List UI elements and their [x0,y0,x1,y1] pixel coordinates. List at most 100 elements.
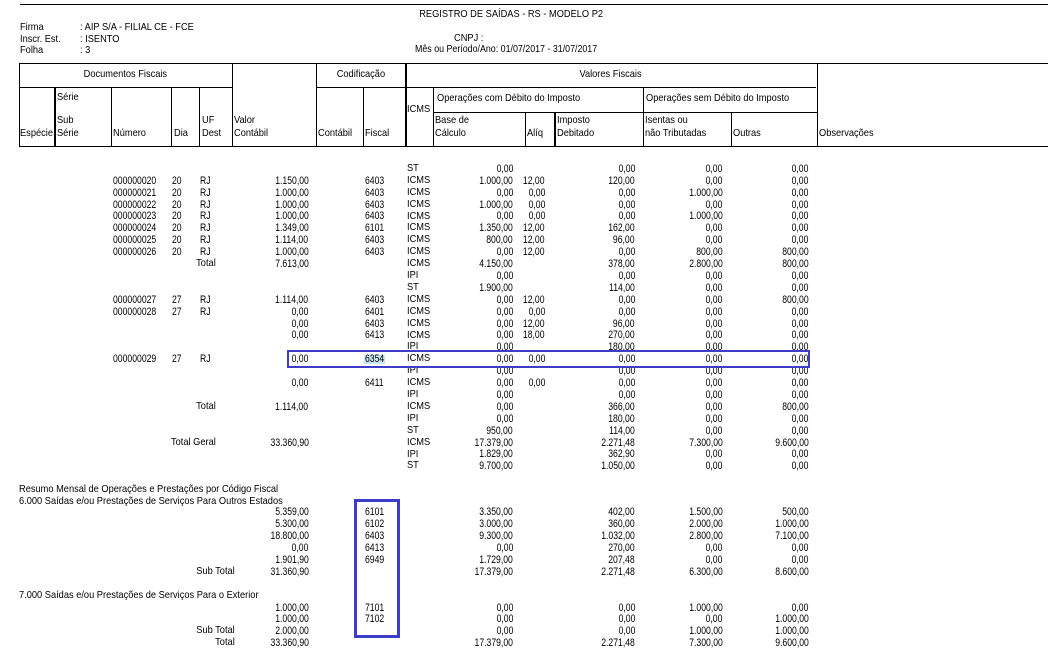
cell-valor_contabil-text: 1.000,00 [274,246,309,259]
cell-cod_fiscal: 6403 [365,175,389,187]
cell-outras: 800,00 [659,247,808,258]
cell-base_calculo-text: 1.729,00 [479,553,513,566]
cell-aliq: 12,00 [395,294,545,306]
grid-hline [19,3,1048,5]
summary-row-6000-1: 5.300,00 6102 3.000,00 360,00 2.000,00 1.000,… [0,519,1054,533]
cell-valor_contabil: 18.800,00 [159,531,308,542]
group-header-codificacao: Codificação [111,69,611,80]
column-header-serie-text: Série [57,91,79,103]
cell-dia-text: 27 [172,353,182,366]
cell-base_calculo: 0,00 [363,163,513,175]
table-row-18: 0,00 6411 ICMS 0,00 0,00 0,00 0,00 0,00 [0,377,1054,392]
cell-imposto_debitado: 0,00 [485,305,635,318]
cell-base_calculo-text: 3.350,00 [479,506,513,519]
cell-dia: 27 [172,354,184,365]
cell-isentas-text: 1.000,00 [688,601,723,614]
selected-code-highlight[interactable] [363,354,386,365]
cell-base_calculo: 0,00 [363,389,513,401]
cell-valor_contabil: 1.000,00 [159,199,309,211]
column-header-numero: Número [112,127,150,139]
grid-vline [363,87,365,147]
cell-row_label: Sub Total [85,566,234,577]
cell-isentas: 0,00 [573,330,723,341]
cell-imposto_debitado-text: 0,00 [618,305,635,318]
cell-valor_contabil: 2.000,00 [159,626,309,637]
cell-cod_fiscal[interactable]: 6354 [365,354,389,365]
table-row-6: 000000025 20 RJ 1.114,00 6403 ICMS 800,00 12,00… [0,234,1054,249]
column-header-contabil-text: Contábil [318,127,353,139]
cell-isentas: 1.500,00 [573,507,723,518]
summary-row-7000-1: 1.000,00 7102 0,00 0,00 0,00 1.000,00 [0,614,1054,628]
column-header-numero-text: Número [112,127,146,139]
cell-outras: 0,00 [659,413,809,425]
table-row-19: IPI 0,00 0,00 0,00 0,00 [0,388,1054,404]
cell-outras-text: 0,00 [791,269,809,282]
column-header-outras-text: Outras [733,127,761,139]
cell-outras: 0,00 [659,187,809,199]
cell-isentas-text: 7.300,00 [688,436,723,449]
table-row-8: Total 7.613,00 ICMS 4.150,00 378,00 2.800,00 8… [0,258,1054,273]
cell-valor_contabil: 1.114,00 [159,294,309,306]
cell-base_calculo-text: 1.829,00 [479,448,513,461]
cell-imposto_debitado-text: 0,00 [618,353,635,366]
cell-imposto_debitado: 0,00 [485,389,635,401]
cell-base_calculo: 17.379,00 [363,437,513,449]
grid-vline [554,112,556,147]
cell-base_calculo: 0,00 [363,330,513,341]
fiscal-code-column-outline-box[interactable] [354,498,401,639]
cell-outras: 0,00 [659,366,809,377]
column-header-icms: ICMS [407,104,433,115]
cell-isentas: 1.000,00 [573,626,723,637]
cell-cod_fiscal-text: 6102 [365,518,385,531]
cell-outras: 0,00 [659,342,809,353]
cell-base_calculo-text: 0,00 [496,305,513,318]
cell-isentas-text: 0,00 [705,198,723,211]
cell-icms: ICMS [407,294,433,305]
cell-cod_fiscal-text: 6403 [365,186,385,199]
cell-uf: RJ [200,235,213,246]
cell-outras: 0,00 [659,354,809,365]
column-header-base-line2-text: Cálculo [435,127,466,139]
cell-uf-text: RJ [199,293,211,306]
cell-cod_fiscal: 6949 [365,554,389,566]
cell-imposto_debitado-text: 362,90 [608,448,635,461]
cell-dia-text: 20 [172,222,182,235]
cell-valor_contabil-text: 1.349,00 [274,222,309,235]
column-header-dia-text: Dia [173,127,188,139]
cell-numero-text: 000000020 [113,174,157,187]
cell-base_calculo: 17.379,00 [363,566,513,578]
cell-isentas: 0,00 [573,461,723,472]
cell-outras-text: 0,00 [791,234,809,247]
column-header-imposto-line1-text: Imposto [556,115,590,127]
cell-outras: 7.100,00 [659,531,809,542]
cell-isentas: 0,00 [573,554,723,566]
cell-icms-text: ST [406,460,419,472]
cell-base_calculo: 3.000,00 [363,519,513,530]
cell-base_calculo: 1.000,00 [363,175,513,187]
cell-cod_fiscal: 6411 [365,378,389,389]
cell-icms-text: IPI [406,448,419,460]
selected-row-outline-box[interactable] [286,350,810,368]
cell-valor_contabil-text: 0,00 [291,377,309,389]
grid-vline [171,87,173,147]
cell-valor_contabil-text: 33.360,90 [270,637,309,650]
cell-valor_contabil: 33.360,90 [159,637,309,650]
cell-valor_contabil: 0,00 [159,354,309,365]
table-row-22: ST 950,00 114,00 0,00 0,00 [0,425,1054,439]
cell-cod_fiscal: 6102 [365,519,389,530]
cell-aliq-text: 12,00 [523,234,545,247]
cell-isentas-text: 0,00 [705,269,723,282]
summary-section-0-heading: 6.000 Saídas e/ou Prestações de Serviços… [19,496,312,507]
cell-isentas-text: 0,00 [705,329,723,342]
cell-cod_fiscal-text: 7101 [365,601,385,614]
cell-outras-text: 0,00 [791,388,809,401]
cell-aliq: 18,00 [395,330,545,341]
cell-isentas: 800,00 [573,247,722,258]
cell-dia: 20 [172,187,184,199]
cell-cod_fiscal: 6403 [365,211,389,222]
column-header-fiscal: Fiscal [365,128,392,139]
cell-base_calculo: 800,00 [363,235,513,246]
cell-isentas: 2.800,00 [573,531,723,542]
cell-outras-text: 0,00 [791,341,809,354]
cell-valor_contabil: 5.359,00 [159,507,309,518]
